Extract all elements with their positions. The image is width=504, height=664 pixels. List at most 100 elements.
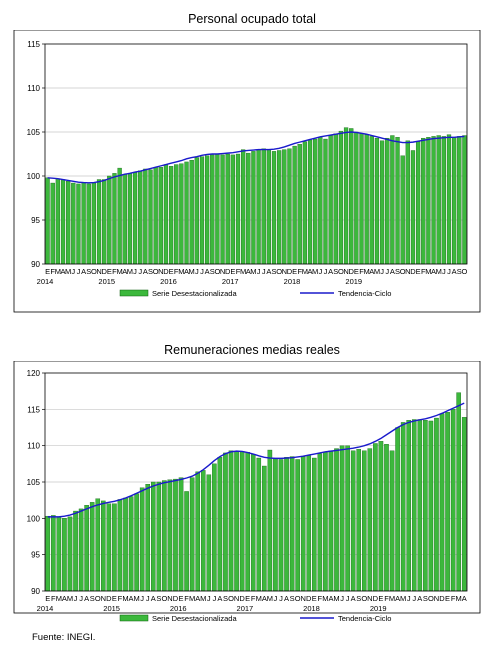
bar — [282, 149, 287, 265]
bar — [356, 449, 362, 592]
bar — [445, 412, 450, 592]
year-label: 2015 — [98, 277, 115, 286]
month-label: N — [300, 594, 305, 603]
year-label: 2017 — [237, 604, 254, 613]
bar — [107, 175, 112, 265]
bar — [50, 182, 55, 265]
month-label: J — [146, 594, 150, 603]
year-label: 2016 — [160, 277, 177, 286]
month-label: A — [308, 267, 313, 276]
bar — [300, 456, 306, 592]
month-label: J — [447, 267, 451, 276]
month-label: A — [452, 267, 457, 276]
month-label: M — [267, 594, 273, 603]
bar — [307, 139, 313, 265]
y-tick-label: 120 — [27, 369, 41, 378]
chart-title-personal: Personal ocupado total — [188, 12, 316, 26]
month-label: O — [295, 594, 301, 603]
month-label: M — [302, 267, 308, 276]
month-label: F — [174, 267, 179, 276]
month-label: J — [412, 594, 416, 603]
month-label: J — [77, 267, 81, 276]
month-label: O — [161, 594, 167, 603]
bar — [51, 515, 56, 592]
bar — [361, 450, 367, 592]
month-label: J — [79, 594, 83, 603]
bar — [241, 149, 246, 265]
bar — [266, 149, 271, 265]
month-label: F — [51, 594, 56, 603]
bar — [184, 491, 189, 592]
month-label: O — [91, 267, 97, 276]
bar — [339, 445, 345, 592]
month-label: D — [439, 594, 445, 603]
bar — [271, 151, 277, 265]
bar — [145, 484, 151, 592]
legend-bar-swatch — [119, 289, 149, 297]
bar — [220, 154, 225, 265]
bar — [138, 170, 143, 265]
y-tick-label: 95 — [31, 216, 40, 225]
month-label: M — [436, 267, 442, 276]
bar — [389, 450, 395, 592]
month-label: A — [81, 267, 86, 276]
bar — [84, 505, 89, 592]
trend-line — [47, 402, 465, 518]
month-label: J — [140, 594, 144, 603]
bar — [73, 510, 78, 592]
month-label: S — [272, 267, 277, 276]
bar — [452, 137, 457, 265]
bar — [313, 138, 318, 265]
bar — [225, 153, 230, 265]
bar — [60, 179, 66, 265]
month-label: S — [395, 267, 400, 276]
month-label: J — [133, 267, 137, 276]
bar — [212, 463, 217, 592]
month-label: J — [385, 267, 389, 276]
month-label: M — [127, 267, 133, 276]
bar — [78, 508, 84, 592]
bar — [441, 136, 446, 265]
month-label: J — [257, 267, 261, 276]
bar — [96, 179, 102, 265]
month-label: N — [167, 594, 172, 603]
bar — [123, 497, 128, 592]
month-label: F — [318, 594, 323, 603]
bar — [101, 500, 106, 592]
bar — [210, 154, 215, 265]
month-label: J — [200, 267, 204, 276]
month-label: F — [118, 594, 123, 603]
month-label: F — [359, 267, 364, 276]
month-label: J — [318, 267, 322, 276]
bar — [350, 450, 356, 592]
month-label: A — [369, 267, 374, 276]
month-label: J — [324, 267, 328, 276]
month-label: A — [431, 267, 436, 276]
bar — [153, 167, 158, 265]
bar — [277, 150, 282, 265]
bar — [204, 155, 210, 265]
month-label: F — [384, 594, 389, 603]
month-label: M — [456, 594, 462, 603]
bar — [215, 153, 220, 265]
bar — [112, 173, 117, 265]
bar — [421, 137, 426, 265]
bar — [406, 420, 411, 592]
bar — [66, 181, 71, 265]
bar — [273, 458, 278, 592]
month-label: J — [279, 594, 283, 603]
bar — [158, 167, 163, 265]
month-label: A — [62, 594, 67, 603]
bar — [139, 487, 145, 592]
bar — [289, 456, 295, 592]
bar — [328, 450, 334, 592]
month-label: A — [351, 594, 356, 603]
year-label: 2015 — [103, 604, 120, 613]
month-label: N — [234, 594, 239, 603]
bar — [206, 474, 212, 592]
month-label: F — [184, 594, 189, 603]
y-tick-label: 110 — [27, 84, 40, 93]
bar — [162, 480, 167, 592]
legend-bars-label: Serie Desestacionalizada — [152, 614, 237, 623]
bar — [405, 140, 410, 265]
